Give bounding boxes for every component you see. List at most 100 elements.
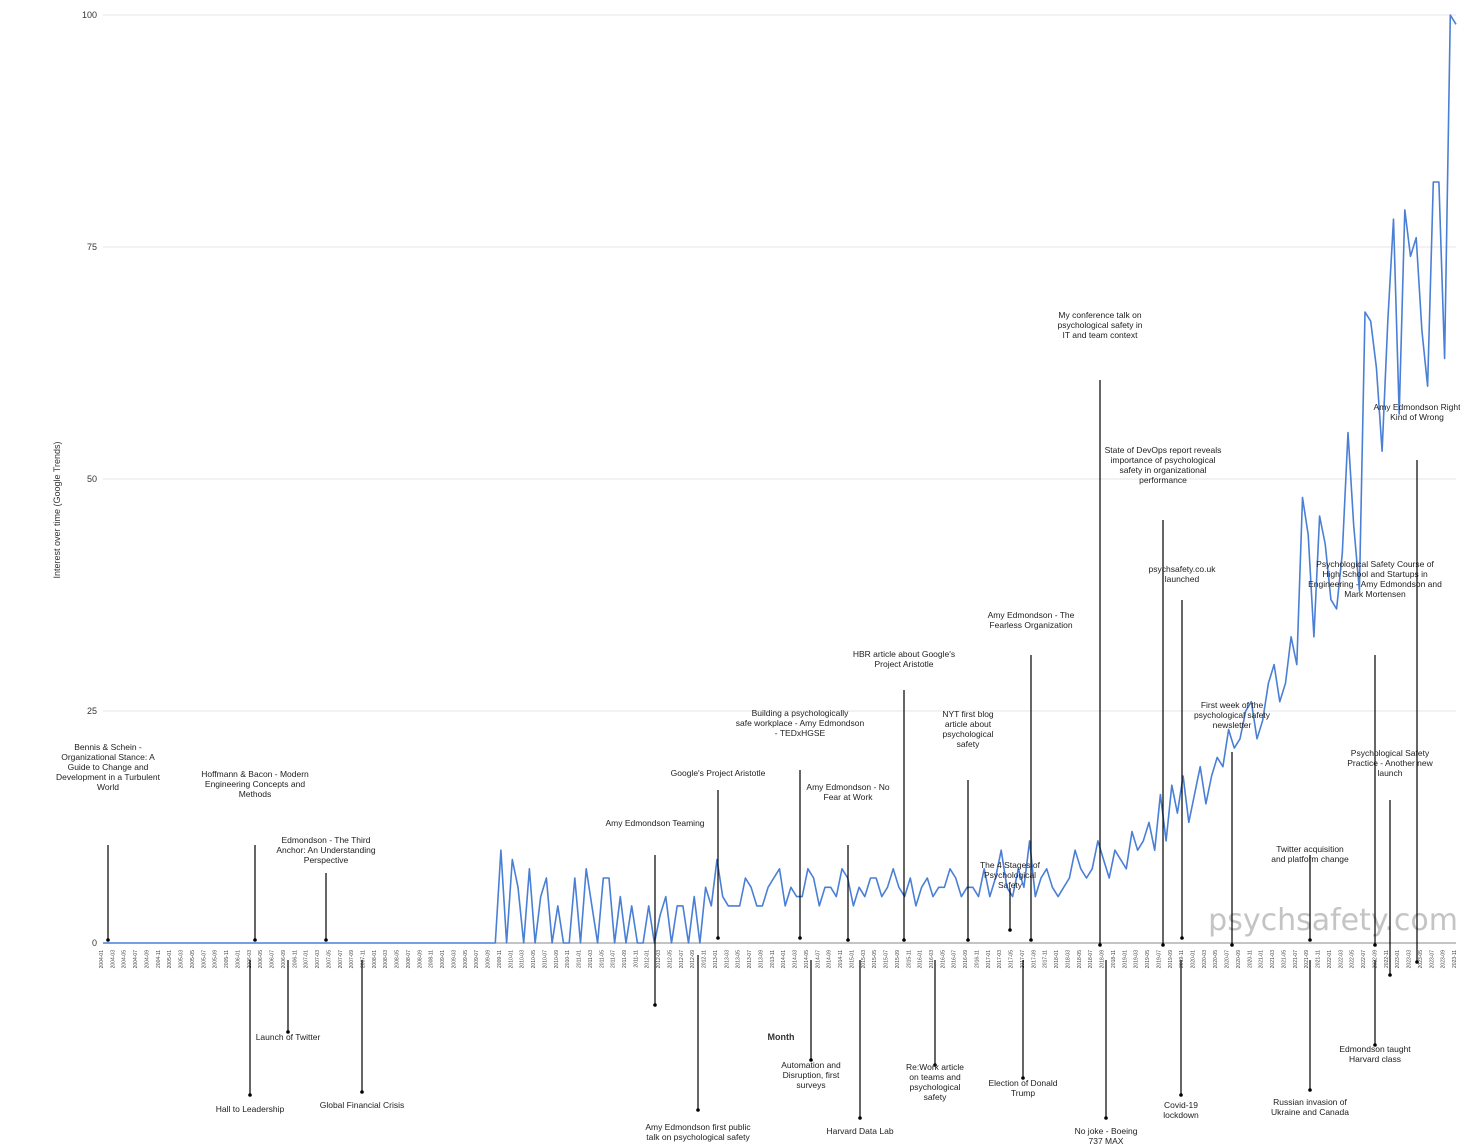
x-tick-label: 2010-03 xyxy=(520,950,526,969)
annotation-marker xyxy=(653,1003,657,1007)
x-tick-label: 2011-05 xyxy=(599,950,605,968)
annotation: HBR article about Google's Project Aristo… xyxy=(853,649,955,942)
annotation-text: Harvard Data Lab xyxy=(826,1126,893,1136)
annotation: Edmondson taught Harvard class xyxy=(1339,960,1411,1064)
annotation-text: Edmondson - The Third Anchor: An Understa… xyxy=(276,835,376,865)
x-tick-label: 2006-01 xyxy=(235,950,241,969)
x-tick-label: 2013-09 xyxy=(758,950,764,969)
annotation-text: Amy Edmondson - No Fear at Work xyxy=(806,782,889,802)
y-tick-label: 50 xyxy=(87,474,97,484)
annotation-text: HBR article about Google's Project Aristo… xyxy=(853,649,955,669)
annotation: Global Financial Crisis xyxy=(320,960,404,1110)
x-tick-label: 2008-11 xyxy=(429,950,435,968)
x-axis-label: Month xyxy=(768,1032,795,1042)
x-tick-label: 2010-09 xyxy=(554,950,560,969)
x-tick-label: 2006-07 xyxy=(270,950,276,969)
x-tick-label: 2019-05 xyxy=(1145,950,1151,969)
x-tick-label: 2014-09 xyxy=(827,950,833,969)
annotation-marker xyxy=(858,1116,862,1120)
x-tick-label: 2011-01 xyxy=(577,950,583,968)
annotation: My conference talk on psychological safet… xyxy=(1057,310,1143,947)
annotation-text: Psychological Safety Practice - Another n… xyxy=(1347,748,1433,778)
x-tick-label: 2016-07 xyxy=(952,950,958,969)
x-tick-label: 2011-03 xyxy=(588,950,594,968)
annotation: Google's Project Aristotle xyxy=(671,768,766,940)
x-tick-label: 2012-01 xyxy=(645,950,651,969)
x-tick-label: 2023-09 xyxy=(1441,950,1447,969)
x-tick-label: 2011-07 xyxy=(611,950,617,968)
x-tick-label: 2013-03 xyxy=(724,950,730,969)
x-tick-label: 2009-09 xyxy=(486,950,492,969)
x-tick-label: 2007-09 xyxy=(349,950,355,969)
x-tick-label: 2014-01 xyxy=(781,950,787,969)
annotation-marker xyxy=(1373,1043,1377,1047)
annotation: Psychological Safety Course of High Schoo… xyxy=(1308,559,1442,947)
x-tick-label: 2019-07 xyxy=(1156,950,1162,969)
x-tick-label: 2022-01 xyxy=(1327,950,1333,969)
annotation: Bennis & Schein -Organizational Stance: … xyxy=(56,742,161,942)
x-tick-label: 2018-11 xyxy=(1111,950,1117,968)
annotation-text: Launch of Twitter xyxy=(256,1032,321,1042)
annotation-text: Bennis & Schein -Organizational Stance: … xyxy=(56,742,161,792)
x-tick-label: 2021-09 xyxy=(1304,950,1310,969)
x-tick-label: 2012-03 xyxy=(656,950,662,969)
annotation: State of DevOps report reveals importance… xyxy=(1105,445,1221,947)
x-tick-label: 2019-01 xyxy=(1122,950,1128,969)
annotation: The 4 Stages of Psychological Safety xyxy=(980,860,1041,932)
annotation-marker xyxy=(1308,938,1312,942)
x-tick-label: 2023-07 xyxy=(1429,950,1435,969)
annotation-text: Twitter acquisition and platform change xyxy=(1271,844,1349,864)
annotation-marker xyxy=(1008,928,1012,932)
x-tick-label: 2004-05 xyxy=(122,950,128,969)
x-tick-label: 2014-07 xyxy=(815,950,821,969)
x-tick-label: 2019-11 xyxy=(1179,950,1185,968)
annotation: First week of the psychological safety new… xyxy=(1194,700,1271,947)
annotation-marker xyxy=(846,938,850,942)
annotation-text: Hall to Leadership xyxy=(216,1104,285,1114)
x-tick-label: 2023-05 xyxy=(1418,950,1424,969)
annotation-marker xyxy=(933,1063,937,1067)
x-tick-label: 2016-09 xyxy=(963,950,969,969)
annotation: Russian invasion of Ukraine and Canada xyxy=(1271,960,1349,1117)
x-tick-label: 2022-09 xyxy=(1372,950,1378,969)
x-tick-label: 2005-05 xyxy=(190,950,196,969)
x-tick-label: 2013-11 xyxy=(770,950,776,968)
x-tick-label: 2017-01 xyxy=(986,950,992,969)
x-tick-label: 2017-11 xyxy=(1043,950,1049,968)
x-tick-label: 2007-05 xyxy=(326,950,332,969)
x-tick-label: 2010-05 xyxy=(531,950,537,969)
x-tick-label: 2017-05 xyxy=(1009,950,1015,969)
x-tick-label: 2008-01 xyxy=(372,950,378,969)
annotation-text: Amy Edmondson first public talk on psycho… xyxy=(645,1122,751,1142)
x-tick-label: 2020-07 xyxy=(1225,950,1231,969)
annotation-text: Election of Donald Trump xyxy=(989,1078,1058,1098)
annotation-text: No joke - Boeing 737 MAX xyxy=(1075,1126,1138,1146)
x-tick-label: 2015-11 xyxy=(906,950,912,968)
annotation-text: Google's Project Aristotle xyxy=(671,768,766,778)
y-axis-label: Interest over time (Google Trends) xyxy=(52,441,62,578)
grid xyxy=(103,14,1456,944)
x-tick-label: 2004-07 xyxy=(133,950,139,969)
x-tick-label: 2022-07 xyxy=(1361,950,1367,969)
annotation: Election of Donald Trump xyxy=(989,960,1058,1098)
x-tick-label: 2016-11 xyxy=(974,950,980,968)
annotation-marker xyxy=(1179,1093,1183,1097)
x-tick-label: 2013-07 xyxy=(747,950,753,969)
x-tick-label: 2011-09 xyxy=(622,950,628,968)
annotation-text: The 4 Stages of Psychological Safety xyxy=(980,860,1041,890)
watermark: psychsafety.com xyxy=(1208,903,1458,938)
x-tick-label: 2015-05 xyxy=(872,950,878,969)
y-axis: 0 25 50 75 100 xyxy=(82,10,97,948)
x-tick-label: 2020-01 xyxy=(1190,950,1196,969)
x-tick-label: 2018-05 xyxy=(1077,950,1083,969)
x-tick-label: 2014-11 xyxy=(838,950,844,968)
annotation: Psychological Safety Practice - Another n… xyxy=(1347,748,1434,977)
annotations: Bennis & Schein -Organizational Stance: … xyxy=(56,310,1460,1146)
x-tick-label: 2009-11 xyxy=(497,950,503,968)
x-tick-label: 2012-11 xyxy=(702,950,708,968)
annotation: Twitter acquisition and platform change xyxy=(1271,844,1349,942)
x-tick-label: 2012-07 xyxy=(679,950,685,969)
annotation-marker xyxy=(1021,1076,1025,1080)
y-tick-label: 0 xyxy=(92,938,97,948)
